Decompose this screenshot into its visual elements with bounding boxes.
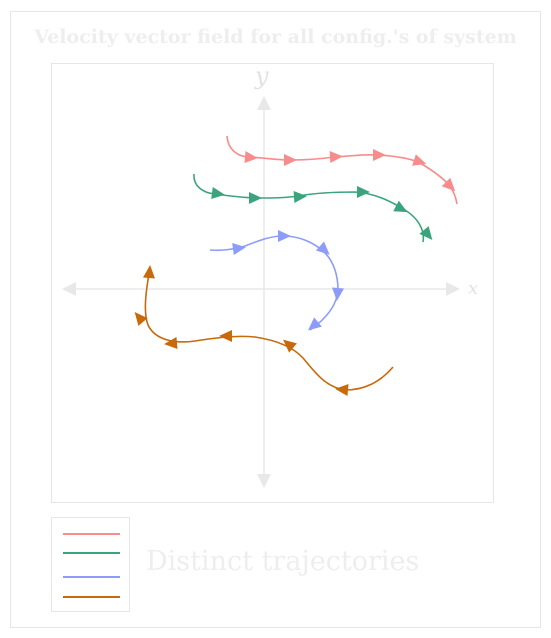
- trajectory-3-arrow: [232, 243, 246, 255]
- trajectory-2-arrow: [293, 191, 307, 203]
- trajectory-4-arrow: [335, 384, 349, 396]
- trajectory-1-path: [226, 135, 458, 205]
- trajectory-1: [226, 135, 458, 205]
- trajectory-2-arrow: [419, 226, 433, 240]
- trajectory-3-arrow: [278, 230, 291, 242]
- plot-area: [51, 63, 494, 503]
- trajectory-2-arrow: [393, 200, 408, 213]
- trajectory-1-arrow: [284, 154, 297, 166]
- trajectory-1-arrow: [441, 177, 456, 192]
- trajectory-3: [209, 230, 344, 331]
- trajectory-4-path: [144, 267, 394, 391]
- figure-title: Velocity vector field for all config.'s …: [34, 26, 517, 48]
- x-axis-arrow-left: [62, 282, 76, 296]
- figure-frame: [10, 11, 541, 628]
- trajectory-4-arrow: [134, 312, 148, 326]
- trajectory-1-arrow: [329, 151, 343, 163]
- y-axis-arrow-up: [257, 96, 271, 110]
- trajectory-4-arrow: [219, 330, 232, 342]
- trajectory-2-arrow: [249, 192, 262, 204]
- trajectory-1-arrow: [373, 149, 386, 161]
- axes: [62, 96, 460, 488]
- x-axis-label: x: [468, 278, 479, 299]
- legend-swatches: [63, 533, 120, 598]
- y-axis-arrow-down: [257, 474, 271, 488]
- x-axis-arrow-right: [446, 282, 460, 296]
- trajectory-4-arrow: [164, 337, 178, 349]
- trajectory-3-arrow: [332, 287, 344, 301]
- trajectory-1-arrow: [244, 151, 258, 163]
- y-axis-label: y: [255, 62, 269, 90]
- trajectory-2-path: [193, 173, 425, 243]
- legend: [51, 517, 130, 612]
- trajectory-3-arrow: [315, 241, 330, 255]
- trajectory-4-arrow: [143, 265, 155, 279]
- trajectory-2-arrow: [211, 187, 225, 199]
- trajectory-4-arrow: [283, 339, 297, 353]
- trajectory-1-arrow: [412, 154, 427, 166]
- trajectory-2: [193, 173, 433, 243]
- legend-caption: Distinct trajectories: [146, 546, 420, 577]
- trajectory-4: [134, 265, 394, 396]
- trajectory-3-arrow: [308, 317, 322, 331]
- trajectory-2-arrow: [357, 186, 370, 198]
